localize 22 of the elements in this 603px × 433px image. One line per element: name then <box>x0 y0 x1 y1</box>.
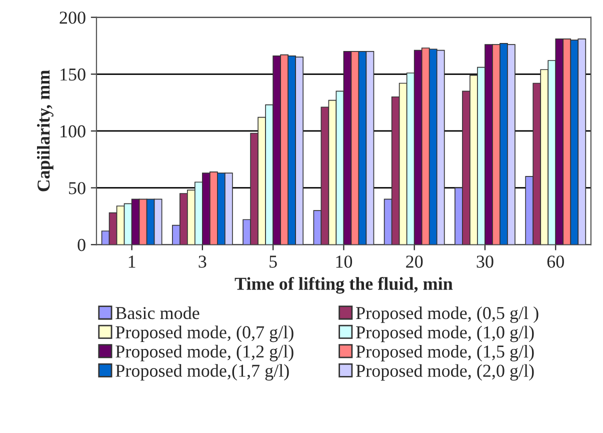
x-tick-label: 10 <box>336 256 352 268</box>
x-tick-label: 5 <box>270 256 277 268</box>
y-tick-label: 50 <box>69 182 86 194</box>
y-tick-label: 100 <box>60 125 86 138</box>
legend-label: Proposed mode, (0,7 g/l) <box>116 326 294 342</box>
x-tick-label: 20 <box>406 256 423 268</box>
x-tick-label: 30 <box>476 256 494 268</box>
legend-label: Proposed mode, (0,5 g/l ) <box>356 306 538 323</box>
legend-label: Proposed mode, (1,2 g/l) <box>116 344 294 362</box>
y-tick-label: 0 <box>78 238 86 252</box>
legend-label: Proposed mode, (1,0 g/l) <box>356 326 534 342</box>
y-tick-label: 150 <box>60 68 86 81</box>
y-tick-label: 200 <box>60 12 86 24</box>
x-axis-title: Time of lifting the fluid, min <box>234 276 453 294</box>
y-axis-title: Capiilarity, mm <box>37 70 54 192</box>
x-tick-label: 1 <box>128 256 136 268</box>
legend-label: Proposed mode,(1,7 g/l) <box>116 364 289 381</box>
x-tick-label: 60 <box>547 256 564 268</box>
legend-label: Proposed mode, (2,0 g/l) <box>356 364 534 381</box>
x-tick-label: 3 <box>198 256 206 268</box>
legend-label: Proposed mode, (1,5 g/l) <box>356 344 534 362</box>
legend-label: Basic mode <box>116 306 200 320</box>
